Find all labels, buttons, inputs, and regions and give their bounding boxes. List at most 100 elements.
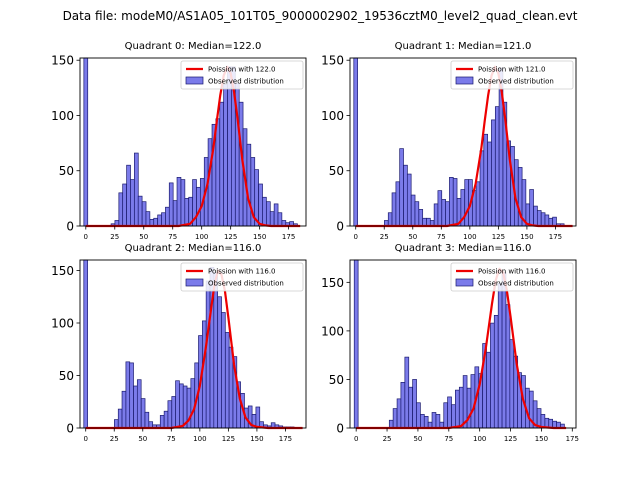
histogram-bar [165,206,170,227]
x-tick-label: 175 [549,233,562,241]
x-tick-label: 100 [193,435,206,443]
legend-curve-label: Poission with 122.0 [208,66,276,74]
histogram-bar [433,203,439,227]
x-tick-label: 50 [139,233,148,241]
figure-title: Data file: modeM0/AS1A05_101T05_90000029… [63,9,578,23]
y-tick-label: 100 [51,317,74,331]
histogram-bar [395,181,401,227]
histogram-bar [83,259,88,429]
histogram-bar [168,182,174,227]
histogram-bar [179,383,184,429]
x-tick-label: 150 [535,435,548,443]
histogram-bar [452,178,458,227]
x-tick-label: 50 [138,435,147,443]
histogram-bar [464,179,469,227]
histogram-bar [277,212,283,227]
histogram-bar [466,387,472,429]
histogram-bar [217,296,222,429]
histogram-bar [202,320,207,429]
y-tick-label: 150 [321,54,344,68]
histogram-bar [505,304,511,429]
legend-box [450,60,574,90]
x-tick-label: 125 [504,435,517,443]
histogram-bar [223,84,228,227]
x-tick-label: 100 [473,435,486,443]
histogram-bar [122,183,127,227]
histogram-bar [137,195,143,227]
histogram-bar [483,133,488,227]
histogram-bar [412,379,417,429]
y-tick-label: 50 [59,164,74,178]
histogram-bar [255,406,261,429]
histogram-bar [486,351,491,429]
histogram-bar [441,199,446,227]
histogram-bar [418,209,424,227]
histogram-bar [422,217,427,227]
histogram-bar [408,386,413,429]
histogram-bar [125,361,131,429]
histogram-bar [544,214,550,227]
histogram-bar [227,66,232,227]
axes-frame [349,259,577,429]
x-tick-label: 50 [408,233,417,241]
histogram-bar [445,201,450,227]
histogram-bar [205,280,211,429]
histogram-bar [536,210,542,227]
histogram-bar [392,408,398,429]
quadrant-2-chart: 0 25 50 75 100 125 150 175 0 50 100 150 Quadrant 2: … [51,243,307,443]
y-tick-label: 150 [51,54,74,68]
histogram-bar [134,152,139,227]
histogram-bar [258,183,263,227]
histogram-bar [497,282,503,429]
histogram-bar [420,414,425,429]
histogram-bar [121,390,127,429]
x-tick-label: 75 [437,233,446,241]
histogram-bar [458,386,464,429]
histogram-bar [262,196,267,227]
histogram-bar [159,415,165,429]
subplot-title: Quadrant 2: Median=116.0 [125,243,262,254]
histogram-bar [404,356,410,429]
histogram-bar [455,389,460,429]
histogram-bar [403,164,408,227]
y-tick-label: 0 [336,422,344,436]
histogram-bar [129,362,134,429]
histogram-bar [391,192,397,227]
histogram-bar [490,322,495,429]
x-tick-label: 25 [110,435,119,443]
y-tick-label: 150 [51,264,74,278]
histogram-bar [114,419,119,429]
legend-hist-label: Observed distribution [208,280,284,288]
histogram-bar [246,143,252,227]
x-tick-label: 0 [354,435,358,443]
x-tick-label: 100 [463,233,476,241]
quadrant-1-chart: 0 25 50 75 100 125 150 175 0 50 100 150 Quadrant 1: … [321,41,577,241]
histogram-bar [529,189,534,227]
legend-box [450,262,574,292]
histogram-bar [130,179,135,227]
histogram-bar [221,312,226,429]
x-tick-label: 100 [195,233,208,241]
x-tick-label: 150 [253,233,266,241]
histogram-bar [353,259,359,429]
histogram-bar [416,402,421,429]
histogram-bar [479,150,485,227]
legend-hist-label: Observed distribution [478,280,554,288]
legend-curve-label: Poission with 116.0 [208,268,276,276]
histogram-bar [141,201,147,227]
histogram-bar [387,212,393,227]
legend-hist-swatch [455,76,474,85]
histogram-bar [400,382,406,429]
y-tick-label: 100 [321,109,344,123]
histogram-bar [163,410,169,429]
legend-hist-swatch [185,76,204,85]
x-tick-label: 175 [279,435,292,443]
x-tick-label: 75 [168,233,177,241]
x-tick-label: 0 [84,233,88,241]
y-tick-label: 50 [329,373,344,387]
histogram-bar [167,400,173,429]
histogram-bar [552,216,557,227]
y-tick-label: 100 [321,324,344,338]
histogram-bar [213,272,218,429]
